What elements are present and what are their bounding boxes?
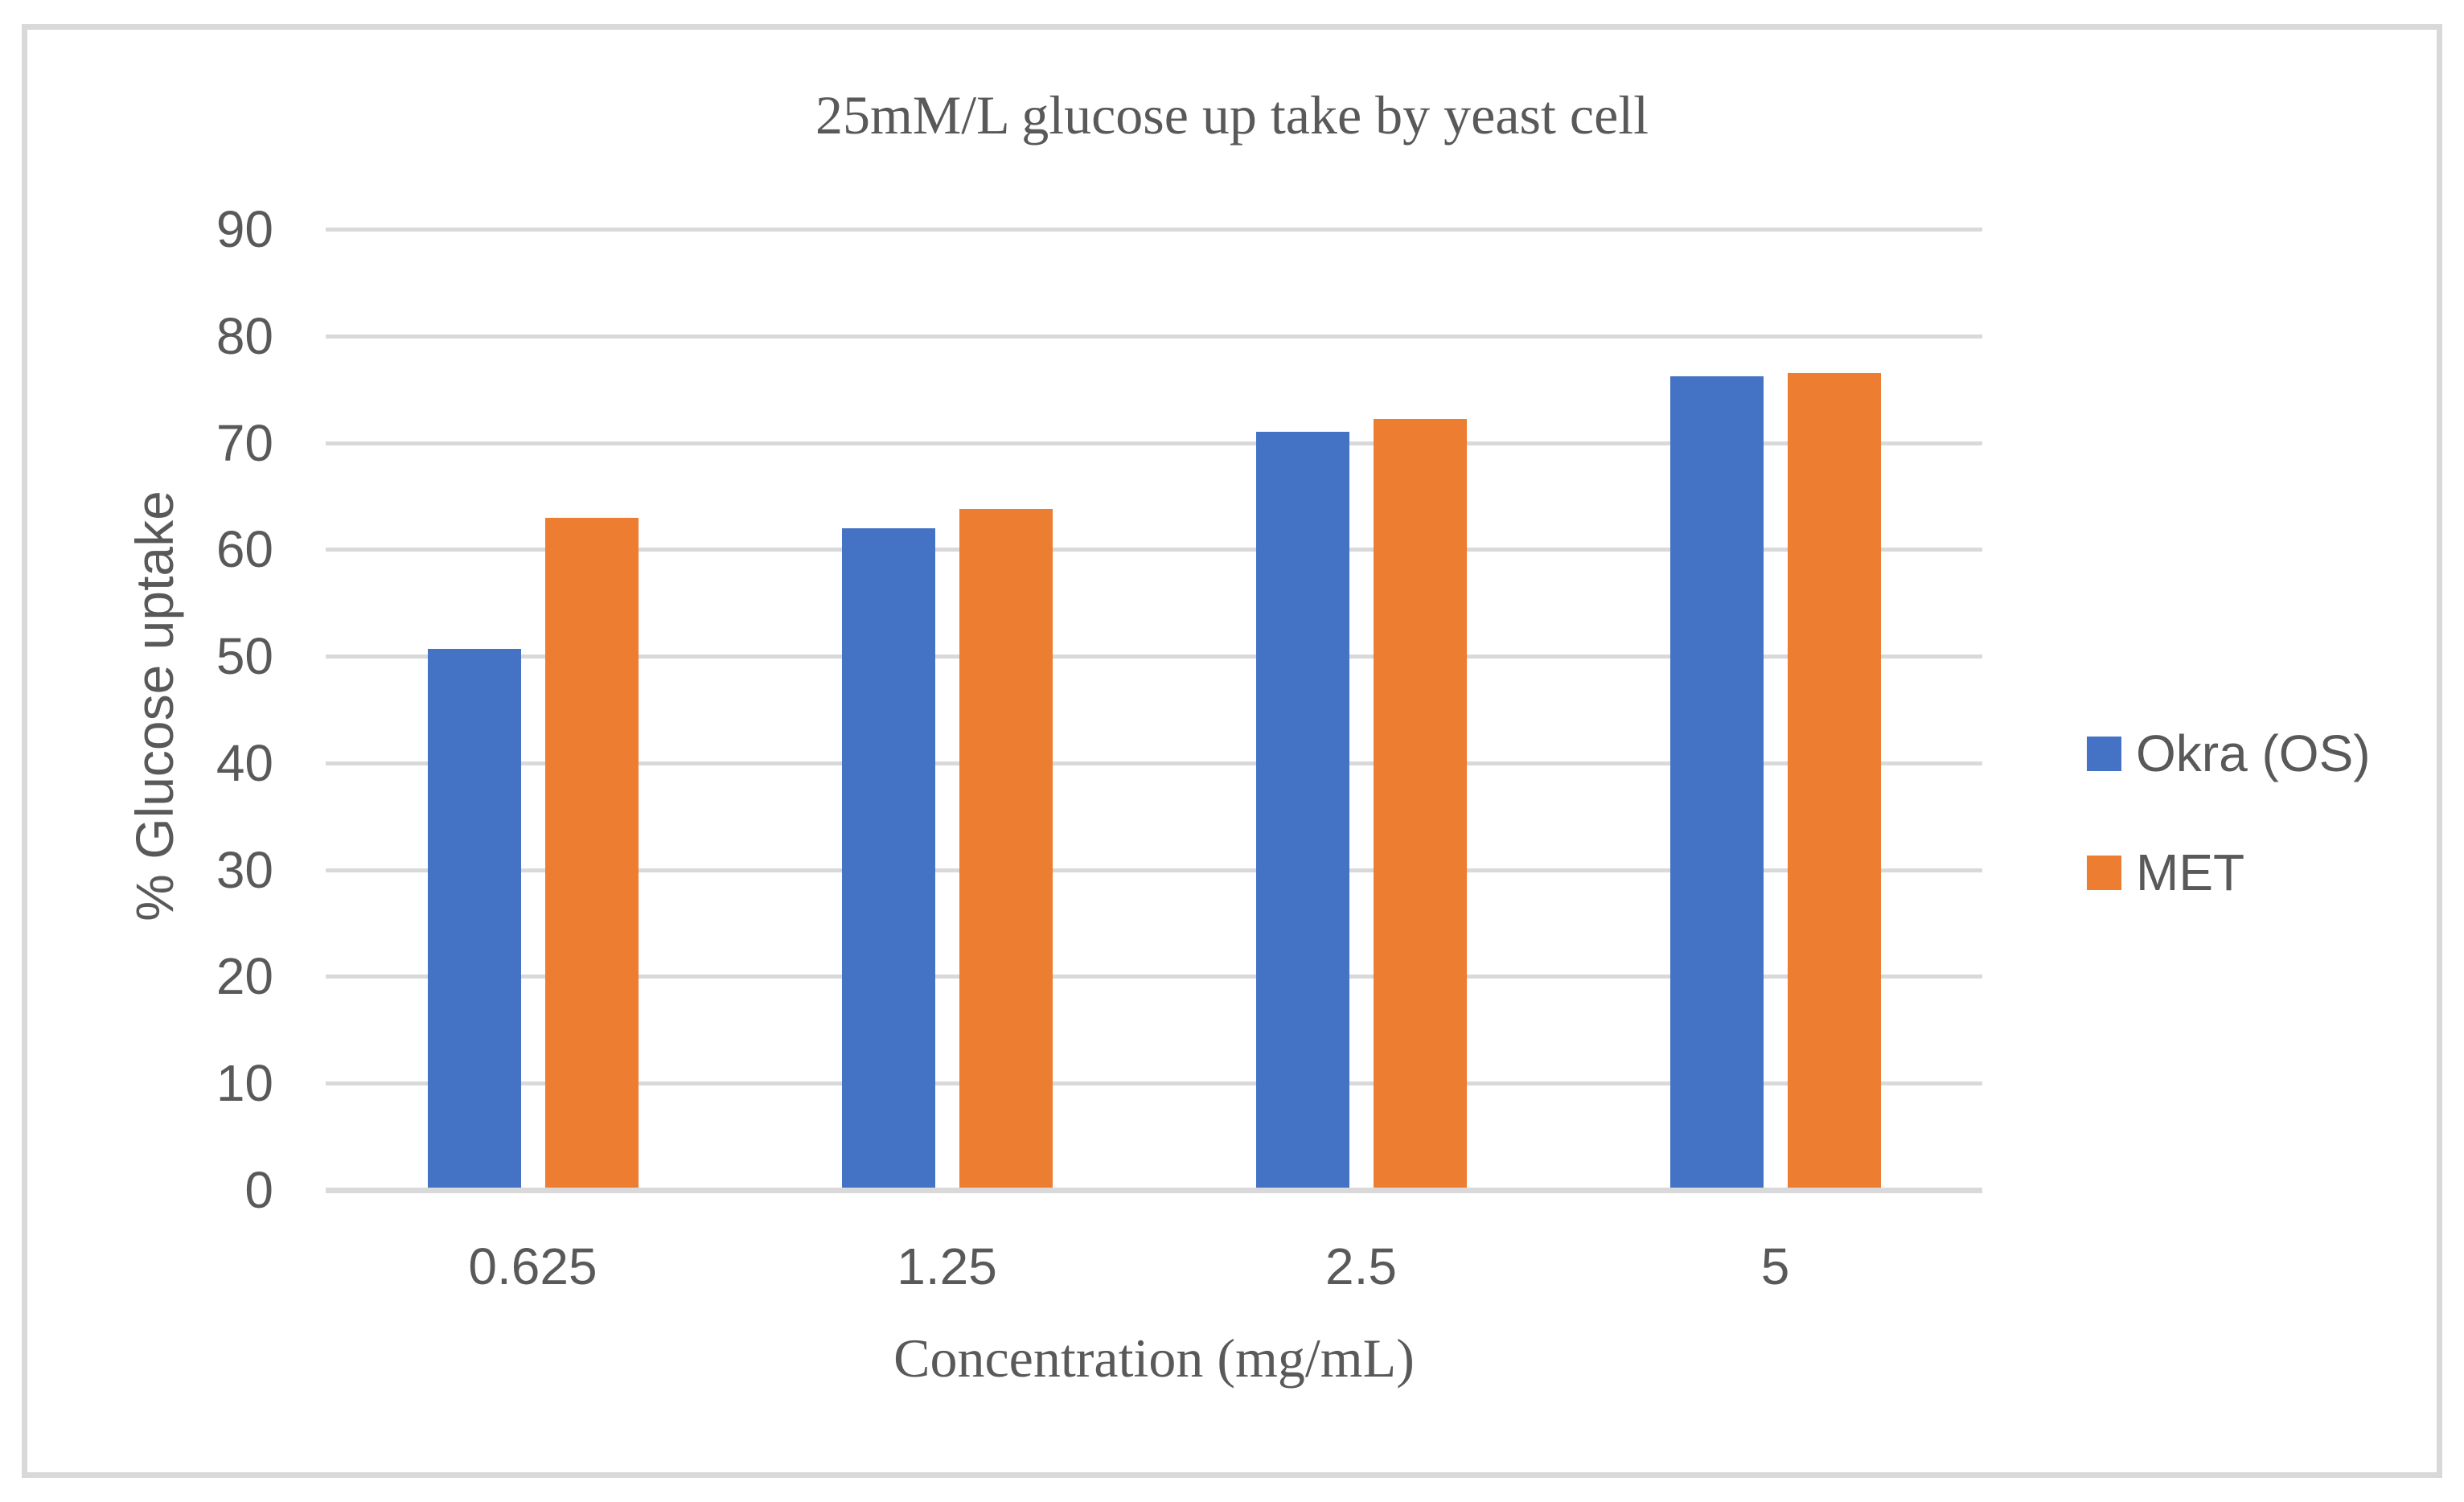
y-axis-tick-60: 60 xyxy=(216,520,273,579)
gridline-10 xyxy=(326,1081,1982,1086)
legend-swatch-icon xyxy=(2087,855,2121,890)
bar-okra-os-1.25 xyxy=(841,527,935,1190)
y-axis-tick-20: 20 xyxy=(216,947,273,1006)
y-axis-tick-50: 50 xyxy=(216,627,273,686)
bar-okra-os-2.5 xyxy=(1255,432,1349,1190)
gridline-70 xyxy=(326,441,1982,445)
legend-swatch-icon xyxy=(2087,736,2121,771)
legend-label: MET xyxy=(2136,843,2245,901)
legend-label: Okra (OS) xyxy=(2136,724,2371,782)
x-axis-tick-1.25: 1.25 xyxy=(897,1237,997,1295)
bar-okra-os-5 xyxy=(1669,376,1764,1190)
gridline-80 xyxy=(326,334,1982,339)
y-axis-title: % Glucose uptake xyxy=(125,490,184,921)
bar-met-2.5 xyxy=(1373,419,1467,1190)
chart-title: 25mM/L glucose up take by yeast cell xyxy=(815,84,1649,146)
x-axis-tick-2.5: 2.5 xyxy=(1325,1237,1397,1295)
x-axis-tick-5: 5 xyxy=(1760,1237,1790,1295)
bar-met-1.25 xyxy=(959,508,1053,1190)
gridline-60 xyxy=(326,548,1982,552)
y-axis-tick-90: 90 xyxy=(216,200,273,258)
y-axis-tick-40: 40 xyxy=(216,733,273,792)
y-axis-tick-30: 30 xyxy=(216,840,273,899)
y-axis-tick-70: 70 xyxy=(216,413,273,472)
gridline-0 xyxy=(326,1188,1982,1193)
gridline-40 xyxy=(326,761,1982,765)
gridline-50 xyxy=(326,655,1982,659)
gridline-20 xyxy=(326,975,1982,979)
y-axis-tick-10: 10 xyxy=(216,1054,273,1113)
gridline-90 xyxy=(326,228,1982,232)
y-axis-tick-0: 0 xyxy=(244,1161,273,1219)
legend-item-okra-os: Okra (OS) xyxy=(2087,728,2371,779)
x-axis-title: Concentration (mg/mL) xyxy=(893,1328,1415,1389)
gridline-30 xyxy=(326,868,1982,872)
bar-met-5 xyxy=(1787,373,1881,1190)
chart-border xyxy=(22,24,2442,1478)
bar-okra-os-0.625 xyxy=(427,648,521,1190)
x-axis-tick-0.625: 0.625 xyxy=(468,1237,598,1295)
legend-item-met: MET xyxy=(2087,847,2244,898)
y-axis-tick-80: 80 xyxy=(216,306,273,365)
bar-met-0.625 xyxy=(544,517,639,1190)
